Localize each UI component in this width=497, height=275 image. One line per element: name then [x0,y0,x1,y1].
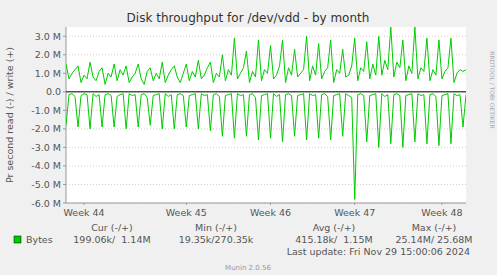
grid-line [66,36,466,37]
x-tick-mark [354,203,355,205]
y-tick-label: -6.0 M [31,198,61,209]
grid-line [66,165,466,166]
grid-line [66,203,466,204]
title: Disk throughput for /dev/vdd - by month [127,11,370,25]
y-axis [66,27,67,203]
stats-header: Min (-/+) [195,222,237,233]
y-tick-label: 3.0 M [35,31,61,42]
x-tick-mark [441,203,442,205]
background [0,0,497,275]
grid-line [66,147,466,148]
x-tick-label: Week 47 [334,207,375,218]
grid-line [66,91,466,92]
legend-label: Bytes [26,234,53,245]
stats-value: 199.06k/ 1.14M [73,234,150,245]
plot-group [66,27,466,199]
last-update: Last update: Fri Nov 29 15:00:06 2024 [287,246,470,257]
stats-value: 415.18k/ 1.15M [295,234,372,245]
x-tick-mark [270,203,271,205]
x-axis [66,203,466,204]
zero-line [66,91,466,92]
stats-header: Avg (-/+) [313,222,356,233]
stats-header: Cur (-/+) [91,222,133,233]
grid-line [66,73,466,74]
y-tick-label: 1.0 M [35,68,61,79]
y-tick-label: 0.0 [46,86,61,97]
x-tick-mark [84,203,85,205]
grid-line [66,110,466,111]
x-tick-label: Week 46 [250,207,291,218]
y-tick-label: -5.0 M [31,179,61,190]
stats-value: 19.35k/270.35k [179,234,254,245]
stats-header: Max (-/+) [412,222,457,233]
y-tick-label: -2.0 M [31,123,61,134]
plot-area [66,27,466,203]
y-axis-label: Pr second read (-) / write (+) [4,47,15,183]
footer: Munin 2.0.56 [225,264,271,272]
x-tick-label: Week 48 [421,207,462,218]
x-tick-label: Week 44 [63,207,104,218]
y-tick-label: 2.0 M [35,49,61,60]
grid-line [66,54,466,55]
chart: -6.0 M -5.0 M -4.0 M -3.0 M -2.0 M -1.0 M 0.0 1… [0,0,497,275]
watermark: RRDTOOL / TOBI OETIKER [489,51,496,128]
y-tick-label: -1.0 M [31,105,61,116]
legend-swatch [14,236,21,243]
x-tick-label: Week 45 [166,207,207,218]
y-tick-label: -4.0 M [31,160,61,171]
x-tick-mark [186,203,187,205]
y-tick-label: -3.0 M [31,142,61,153]
stats-value: 25.14M/ 25.68M [395,234,472,245]
grid-line [66,184,466,185]
series-line [66,94,466,200]
series-line [66,27,466,84]
